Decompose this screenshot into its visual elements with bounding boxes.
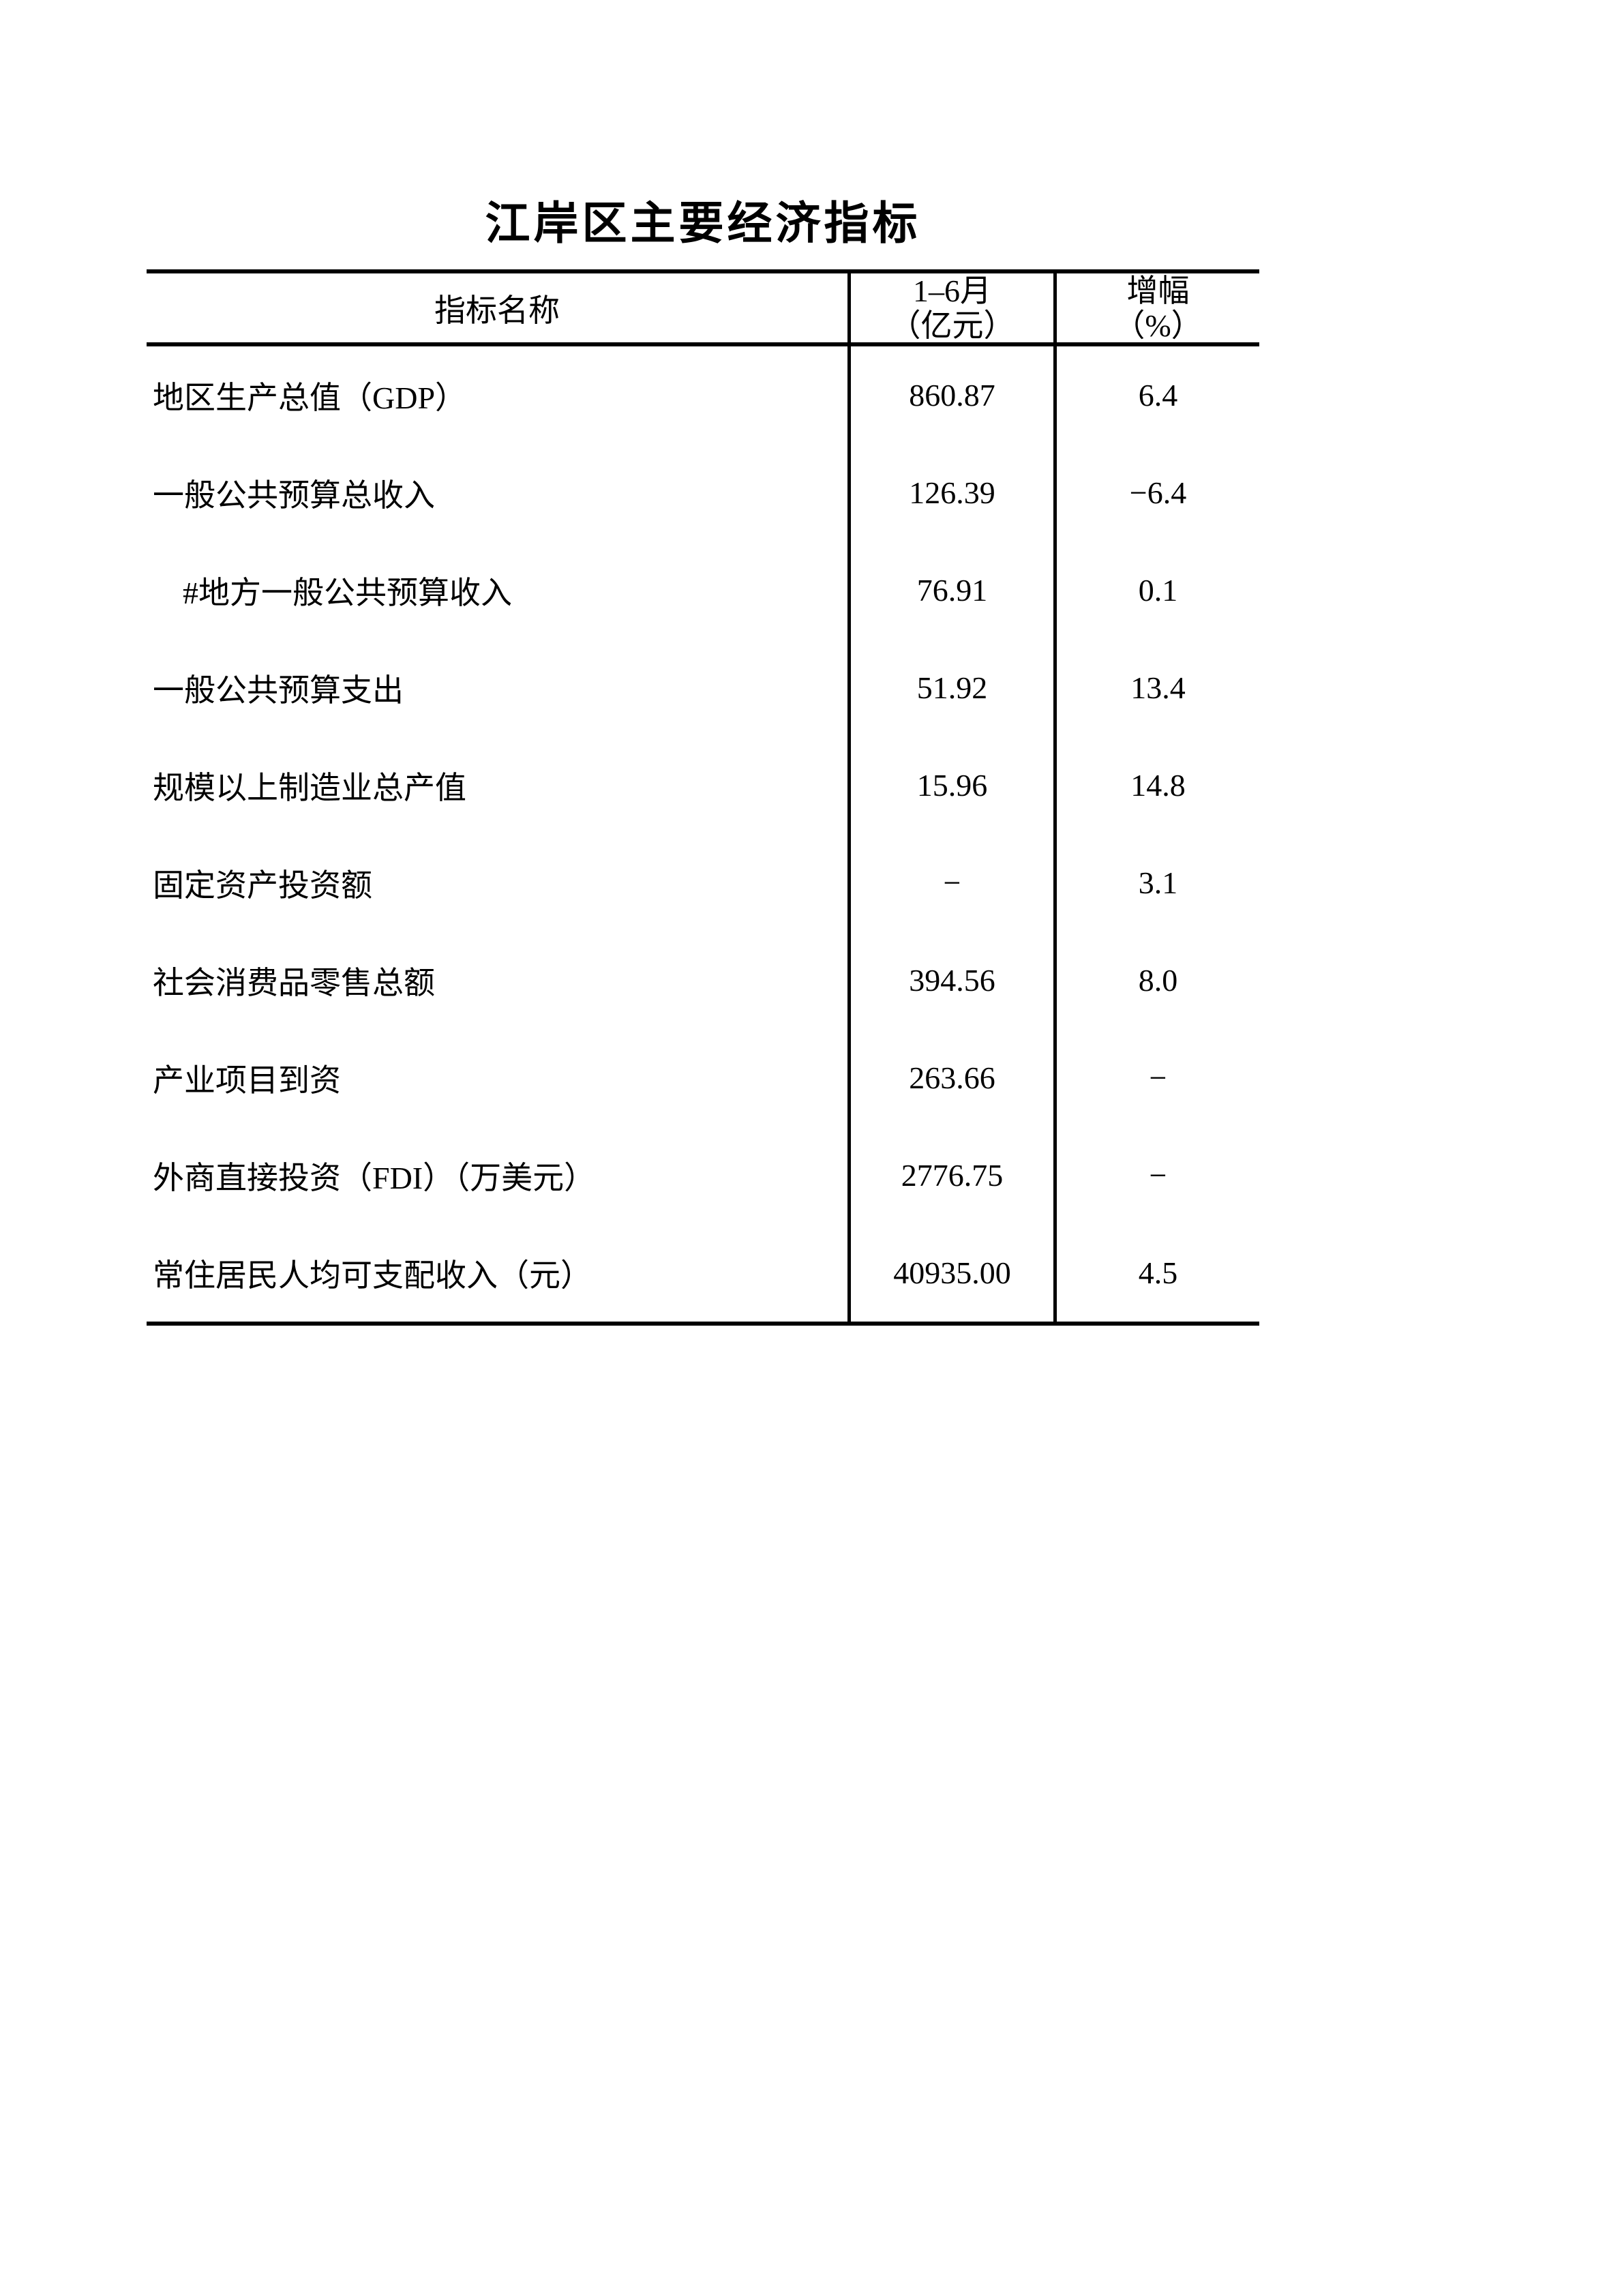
indicator-name-cell: 一般公共预算总收入 [153,477,435,513]
period-value-cell: 2776.75 [847,1127,1053,1224]
table-header-row: 指标名称 1–6月 （亿元） 增幅 （%） [147,273,1259,346]
table-row: 一般公共预算总收入 126.39 −6.4 [147,444,1259,541]
table-row: 地区生产总值（GDP） 860.87 6.4 [147,346,1259,444]
economic-indicators-table: 指标名称 1–6月 （亿元） 增幅 （%） 地区生产总值（GDP） 860.87… [147,269,1259,1326]
growth-value-cell: − [1053,1029,1259,1127]
period-value-cell: 263.66 [847,1029,1053,1127]
growth-value-cell: − [1053,1127,1259,1224]
table-row: 外商直接投资（FDI）（万美元） 2776.75 − [147,1127,1259,1224]
growth-value-cell: 14.8 [1053,736,1259,834]
period-value-cell: 76.91 [847,541,1053,639]
header-growth-line2: （%） [1113,308,1203,343]
header-period-value: 1–6月 （亿元） [847,273,1053,343]
indicator-name-cell: 社会消费品零售总额 [153,965,435,1000]
table-row: #地方一般公共预算收入 76.91 0.1 [147,541,1259,639]
growth-value-cell: 4.5 [1053,1224,1259,1322]
indicator-name-cell: 外商直接投资（FDI）（万美元） [153,1160,596,1195]
header-indicator-name: 指标名称 [434,293,560,328]
growth-value-cell: 13.4 [1053,639,1259,736]
table-row: 固定资产投资额 − 3.1 [147,834,1259,931]
table-body: 地区生产总值（GDP） 860.87 6.4 一般公共预算总收入 126.39 … [147,346,1259,1322]
indicator-name-cell: 常住居民人均可支配收入（元） [153,1257,592,1293]
growth-value-cell: −6.4 [1053,444,1259,541]
growth-value-cell: 8.0 [1053,931,1259,1029]
indicator-name-cell: 地区生产总值（GDP） [153,380,467,415]
table-row: 一般公共预算支出 51.92 13.4 [147,639,1259,736]
table-row: 产业项目到资 263.66 − [147,1029,1259,1127]
period-value-cell: 860.87 [847,346,1053,444]
growth-value-cell: 6.4 [1053,346,1259,444]
indicator-name-cell: #地方一般公共预算收入 [183,575,512,610]
header-period-line1: 1–6月 [913,273,991,308]
indicator-name-cell: 一般公共预算支出 [153,672,404,708]
header-growth: 增幅 （%） [1053,273,1259,343]
table-row: 常住居民人均可支配收入（元） 40935.00 4.5 [147,1224,1259,1322]
table-row: 社会消费品零售总额 394.56 8.0 [147,931,1259,1029]
period-value-cell: 126.39 [847,444,1053,541]
document-title: 江岸区主要经济指标 [485,199,921,249]
growth-value-cell: 3.1 [1053,834,1259,931]
header-period-line2: （亿元） [889,308,1015,343]
indicator-name-cell: 产业项目到资 [153,1062,341,1098]
period-value-cell: 40935.00 [847,1224,1053,1322]
period-value-cell: 51.92 [847,639,1053,736]
period-value-cell: − [847,834,1053,931]
indicator-name-cell: 规模以上制造业总产值 [153,770,466,805]
table-row: 规模以上制造业总产值 15.96 14.8 [147,736,1259,834]
header-growth-line1: 增幅 [1126,273,1190,308]
growth-value-cell: 0.1 [1053,541,1259,639]
indicator-name-cell: 固定资产投资额 [153,867,372,903]
period-value-cell: 394.56 [847,931,1053,1029]
period-value-cell: 15.96 [847,736,1053,834]
